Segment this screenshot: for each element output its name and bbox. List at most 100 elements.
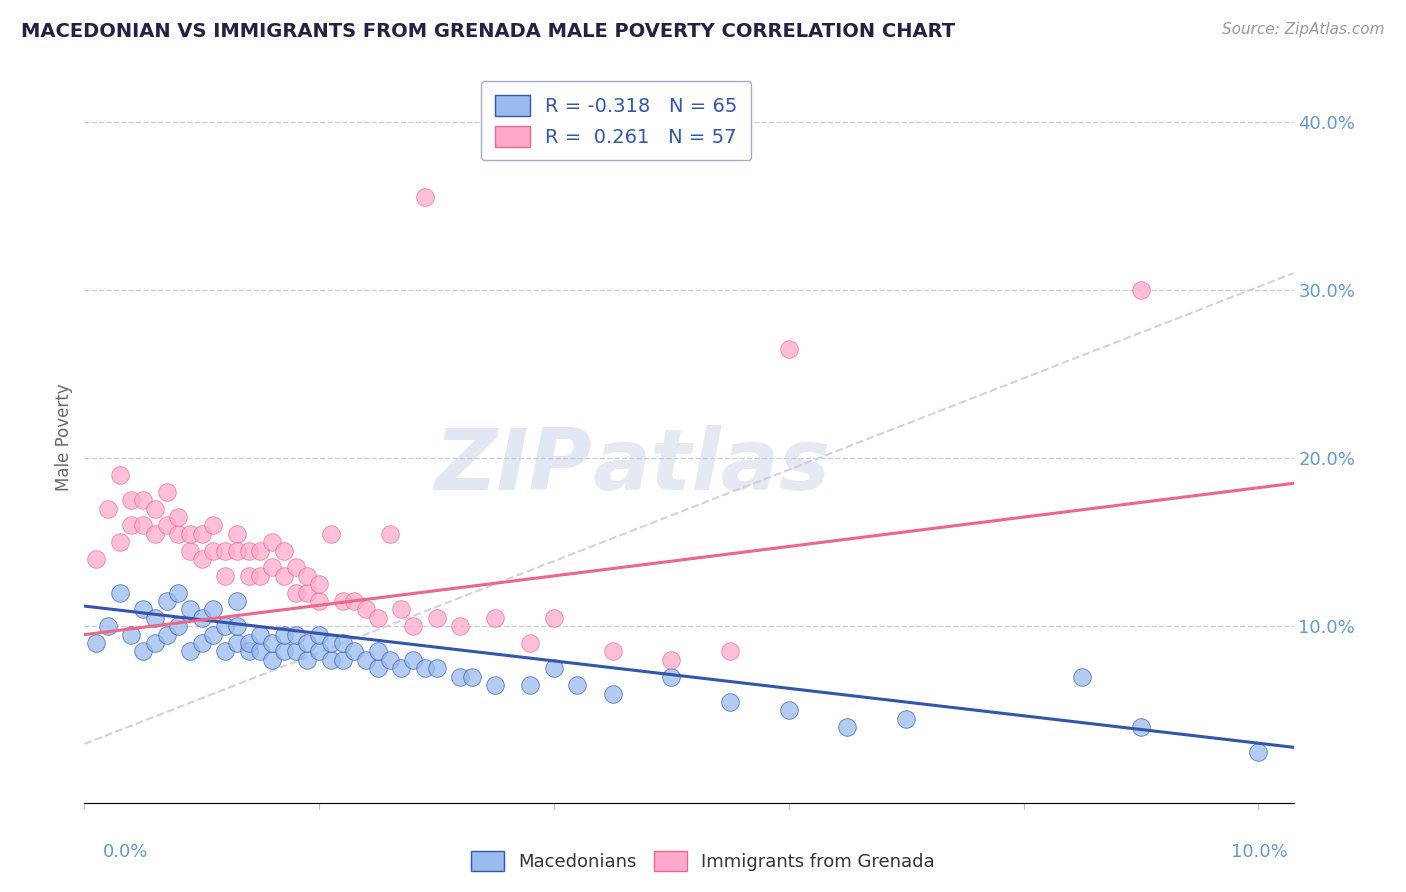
Point [718,644,741,658]
Point [389,661,412,675]
Point [214,619,236,633]
Point [367,644,389,658]
Point [308,627,330,641]
Text: MACEDONIAN VS IMMIGRANTS FROM GRENADA MALE POVERTY CORRELATION CHART: MACEDONIAN VS IMMIGRANTS FROM GRENADA MA… [21,22,955,41]
Point [602,644,624,658]
Point [155,627,177,641]
Point [108,535,131,549]
Point [284,585,307,599]
Point [214,543,236,558]
Point [249,644,271,658]
Point [402,653,425,667]
Point [132,493,155,508]
Point [238,569,260,583]
Point [273,543,295,558]
Point [167,510,190,524]
Point [543,661,565,675]
Point [519,678,541,692]
Point [343,644,366,658]
Point [1129,283,1152,297]
Point [297,636,319,650]
Point [238,543,260,558]
Point [226,619,249,633]
Point [284,644,307,658]
Text: Source: ZipAtlas.com: Source: ZipAtlas.com [1222,22,1385,37]
Point [308,594,330,608]
Point [659,653,682,667]
Point [155,484,177,499]
Point [354,602,377,616]
Point [519,636,541,650]
Text: atlas: atlas [592,425,831,508]
Point [308,644,330,658]
Point [354,653,377,667]
Point [214,569,236,583]
Point [226,543,249,558]
Point [319,653,342,667]
Point [284,627,307,641]
Point [202,518,225,533]
Point [332,594,354,608]
Point [1129,720,1152,734]
Point [273,644,295,658]
Point [837,720,859,734]
Text: 0.0%: 0.0% [103,843,148,861]
Point [249,543,271,558]
Point [179,644,201,658]
Point [402,619,425,633]
Point [319,636,342,650]
Point [894,712,917,726]
Point [332,653,354,667]
Point [238,636,260,650]
Point [484,678,506,692]
Point [143,501,166,516]
Point [273,569,295,583]
Point [343,594,366,608]
Point [778,703,800,717]
Point [190,526,212,541]
Point [190,611,212,625]
Y-axis label: Male Poverty: Male Poverty [55,384,73,491]
Point [202,543,225,558]
Point [84,636,107,650]
Text: 10.0%: 10.0% [1232,843,1288,861]
Point [97,619,120,633]
Point [297,585,319,599]
Point [108,585,131,599]
Point [179,602,201,616]
Point [238,644,260,658]
Point [484,611,506,625]
Point [202,627,225,641]
Point [249,627,271,641]
Point [214,644,236,658]
Point [297,569,319,583]
Point [449,670,471,684]
Point [1247,745,1270,759]
Point [132,518,155,533]
Point [778,342,800,356]
Point [308,577,330,591]
Point [143,636,166,650]
Point [97,501,120,516]
Point [132,602,155,616]
Point [167,619,190,633]
Point [120,627,142,641]
Point [659,670,682,684]
Point [155,518,177,533]
Point [319,526,342,541]
Point [367,661,389,675]
Point [155,594,177,608]
Point [143,611,166,625]
Point [202,602,225,616]
Point [543,611,565,625]
Point [378,526,401,541]
Text: ZIP: ZIP [434,425,592,508]
Point [190,552,212,566]
Point [143,526,166,541]
Point [284,560,307,574]
Point [84,552,107,566]
Point [120,493,142,508]
Point [120,518,142,533]
Point [602,686,624,700]
Point [332,636,354,650]
